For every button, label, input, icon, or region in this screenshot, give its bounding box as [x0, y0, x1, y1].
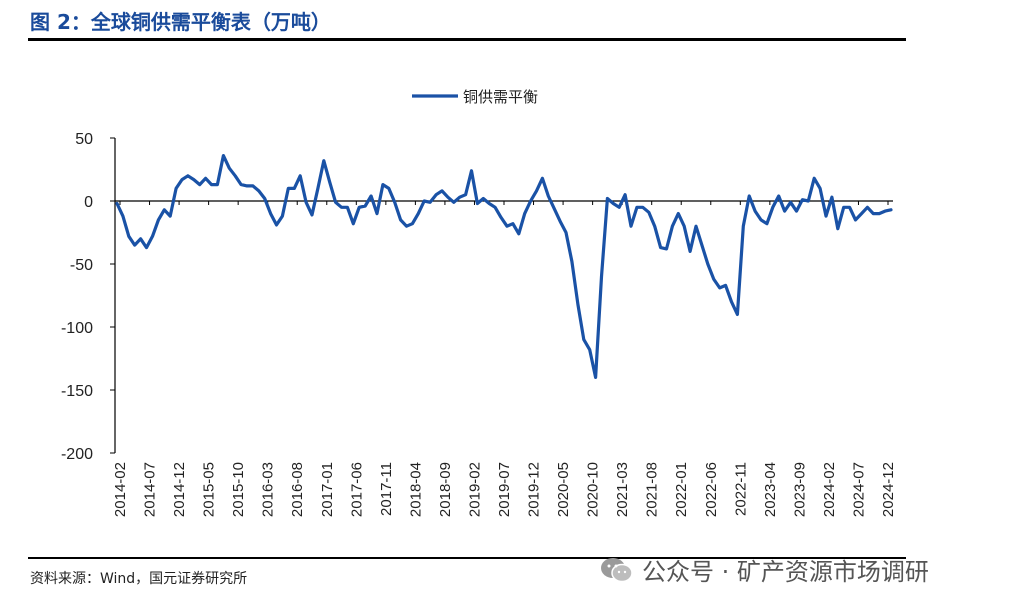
x-tick-label: 2023-04 [762, 462, 779, 517]
y-tick-label: -150 [61, 383, 93, 400]
x-tick-label: 2018-04 [407, 462, 424, 517]
x-tick-label: 2018-09 [437, 462, 454, 517]
x-tick-label: 2019-07 [496, 462, 513, 517]
x-tick-label: 2014-02 [112, 462, 129, 517]
x-tick-label: 2021-03 [614, 462, 631, 517]
x-tick-label: 2022-11 [732, 462, 749, 516]
x-tick-label: 2024-02 [821, 462, 838, 517]
x-tick-label: 2020-05 [555, 462, 572, 517]
top-rule [28, 38, 906, 41]
x-tick-label: 2020-10 [585, 462, 602, 517]
series-line-0 [115, 154, 893, 379]
x-tick-label: 2023-09 [791, 462, 808, 517]
x-tick-label: 2021-08 [644, 462, 661, 517]
x-tick-label: 2016-03 [260, 462, 277, 517]
x-tick-label: 2019-12 [526, 462, 543, 517]
y-tick-label: -50 [70, 257, 93, 274]
bottom-rule [28, 557, 906, 559]
x-tick-label: 2022-06 [703, 462, 720, 517]
x-tick-label: 2014-12 [171, 462, 188, 517]
y-tick-label: 50 [75, 131, 93, 148]
legend-label: 铜供需平衡 [463, 88, 538, 106]
plot-area [115, 154, 893, 379]
figure-title: 图 2：全球铜供需平衡表（万吨） [30, 10, 331, 34]
y-axis: 50 0 -50 -100 -150 -200 [61, 131, 116, 463]
legend: 铜供需平衡 [412, 88, 538, 106]
x-tick-label: 2014-07 [142, 462, 159, 517]
x-tick-label: 2017-01 [319, 462, 336, 517]
x-tick-label: 2017-11 [378, 462, 395, 516]
x-tick-label: 2024-12 [880, 462, 897, 517]
watermark: 公众号 · 矿产资源市场调研 [600, 552, 929, 587]
x-axis: 2014-02 2014-07 2014-12 2015-05 2015-10 2016-… [112, 200, 897, 517]
x-tick-label: 2024-07 [850, 462, 867, 517]
y-tick-label: -100 [61, 320, 93, 337]
x-tick-label: 2022-01 [673, 462, 690, 517]
y-tick-label: 0 [84, 194, 93, 211]
source-note: 资料来源：Wind，国元证券研究所 [30, 571, 248, 587]
wechat-icon [601, 557, 633, 582]
y-tick-label: -200 [61, 446, 93, 463]
x-tick-label: 2015-10 [230, 462, 247, 517]
x-tick-label: 2015-05 [201, 462, 218, 517]
x-tick-label: 2019-02 [466, 462, 483, 517]
x-tick-label: 2017-06 [348, 462, 365, 517]
x-tick-label: 2016-08 [289, 462, 306, 517]
watermark-text: 公众号 · 矿产资源市场调研 [642, 558, 929, 586]
